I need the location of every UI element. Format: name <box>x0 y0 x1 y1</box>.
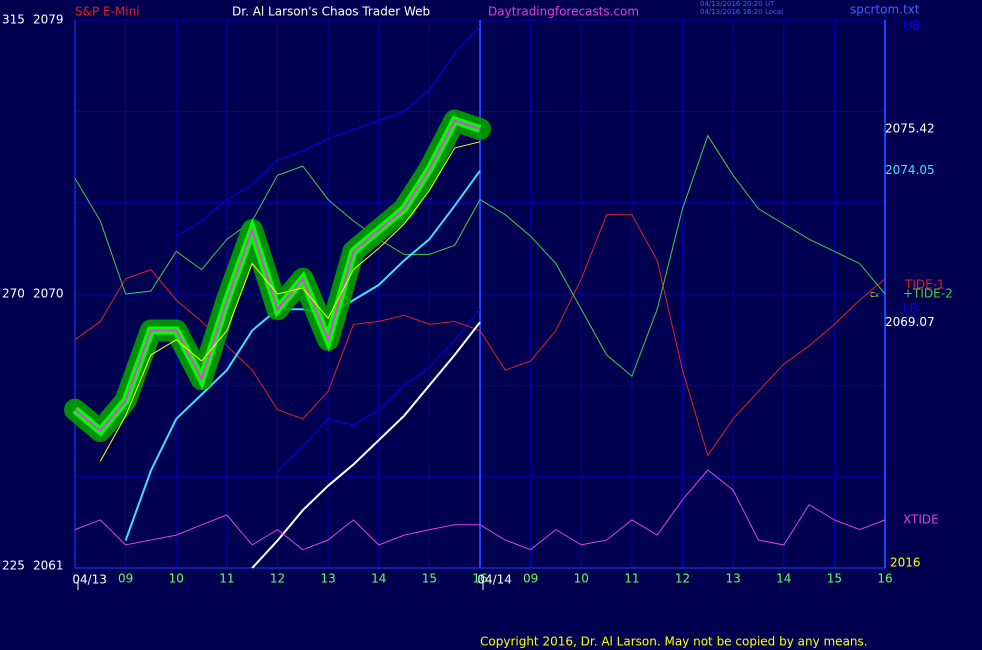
y-tick-label: 2079 <box>33 13 64 27</box>
chart-title: Dr. Al Larson's Chaos Trader Web <box>232 5 430 19</box>
series-line <box>277 308 481 471</box>
date-label: 04/14 <box>477 573 512 587</box>
x-tick-label: 09 <box>523 572 538 586</box>
legend-entry: XTIDE <box>903 512 939 526</box>
x-tick-label: 11 <box>219 572 234 586</box>
site: Daytradingforecasts.com <box>488 5 639 19</box>
series-line <box>74 134 886 378</box>
legend-entry: UB <box>903 19 920 33</box>
y-tick-label: 2061 <box>33 559 64 573</box>
y-tick-label: 2070 <box>33 287 64 301</box>
series-line <box>251 321 481 569</box>
legend-entry: +TIDE-2 <box>903 287 953 301</box>
value-label: 2074.05 <box>885 163 935 177</box>
copyright: Copyright 2016, Dr. Al Larson. May not b… <box>480 635 868 649</box>
legend-entry: TIDE-1 <box>904 277 945 291</box>
x-tick-label: 15 <box>827 572 842 586</box>
x-tick-label: 12 <box>675 572 690 586</box>
legend-entry: LB <box>903 302 918 316</box>
year: 2016 <box>890 556 921 570</box>
series-line <box>99 141 481 462</box>
x-tick-label: 09 <box>118 572 133 586</box>
x-tick-label: 15 <box>422 572 437 586</box>
stamp: 04/13/2016 20:20 UT <box>700 0 775 8</box>
date-label: 04/13 <box>72 573 107 587</box>
marker: Cx <box>870 291 879 299</box>
x-tick-label: 13 <box>320 572 335 586</box>
series-line <box>176 25 481 237</box>
x-tick-label: 14 <box>776 572 791 586</box>
x-tick-label: 10 <box>574 572 589 586</box>
stamp: 04/13/2016 16:20 Local <box>700 8 783 16</box>
x-tick-label: 16 <box>877 572 892 586</box>
x-tick-label: 16 <box>472 572 487 586</box>
value-label: 2069.07 <box>885 315 935 329</box>
x-tick-label: 10 <box>169 572 184 586</box>
series-line <box>124 170 481 541</box>
y2-tick-label: 315 <box>2 13 25 27</box>
x-tick-label: 13 <box>725 572 740 586</box>
instrument: S&P E-Mini <box>75 5 140 19</box>
x-tick-label: 11 <box>624 572 639 586</box>
y2-tick-label: 270 <box>2 287 25 301</box>
series-line <box>74 469 886 551</box>
x-tick-label: 12 <box>270 572 285 586</box>
price-core <box>74 119 481 433</box>
y2-tick-label: 225 <box>2 559 25 573</box>
x-tick-label: 14 <box>371 572 386 586</box>
value-label: 2075.42 <box>885 121 935 135</box>
file-name: spcrtom.txt <box>850 3 920 17</box>
